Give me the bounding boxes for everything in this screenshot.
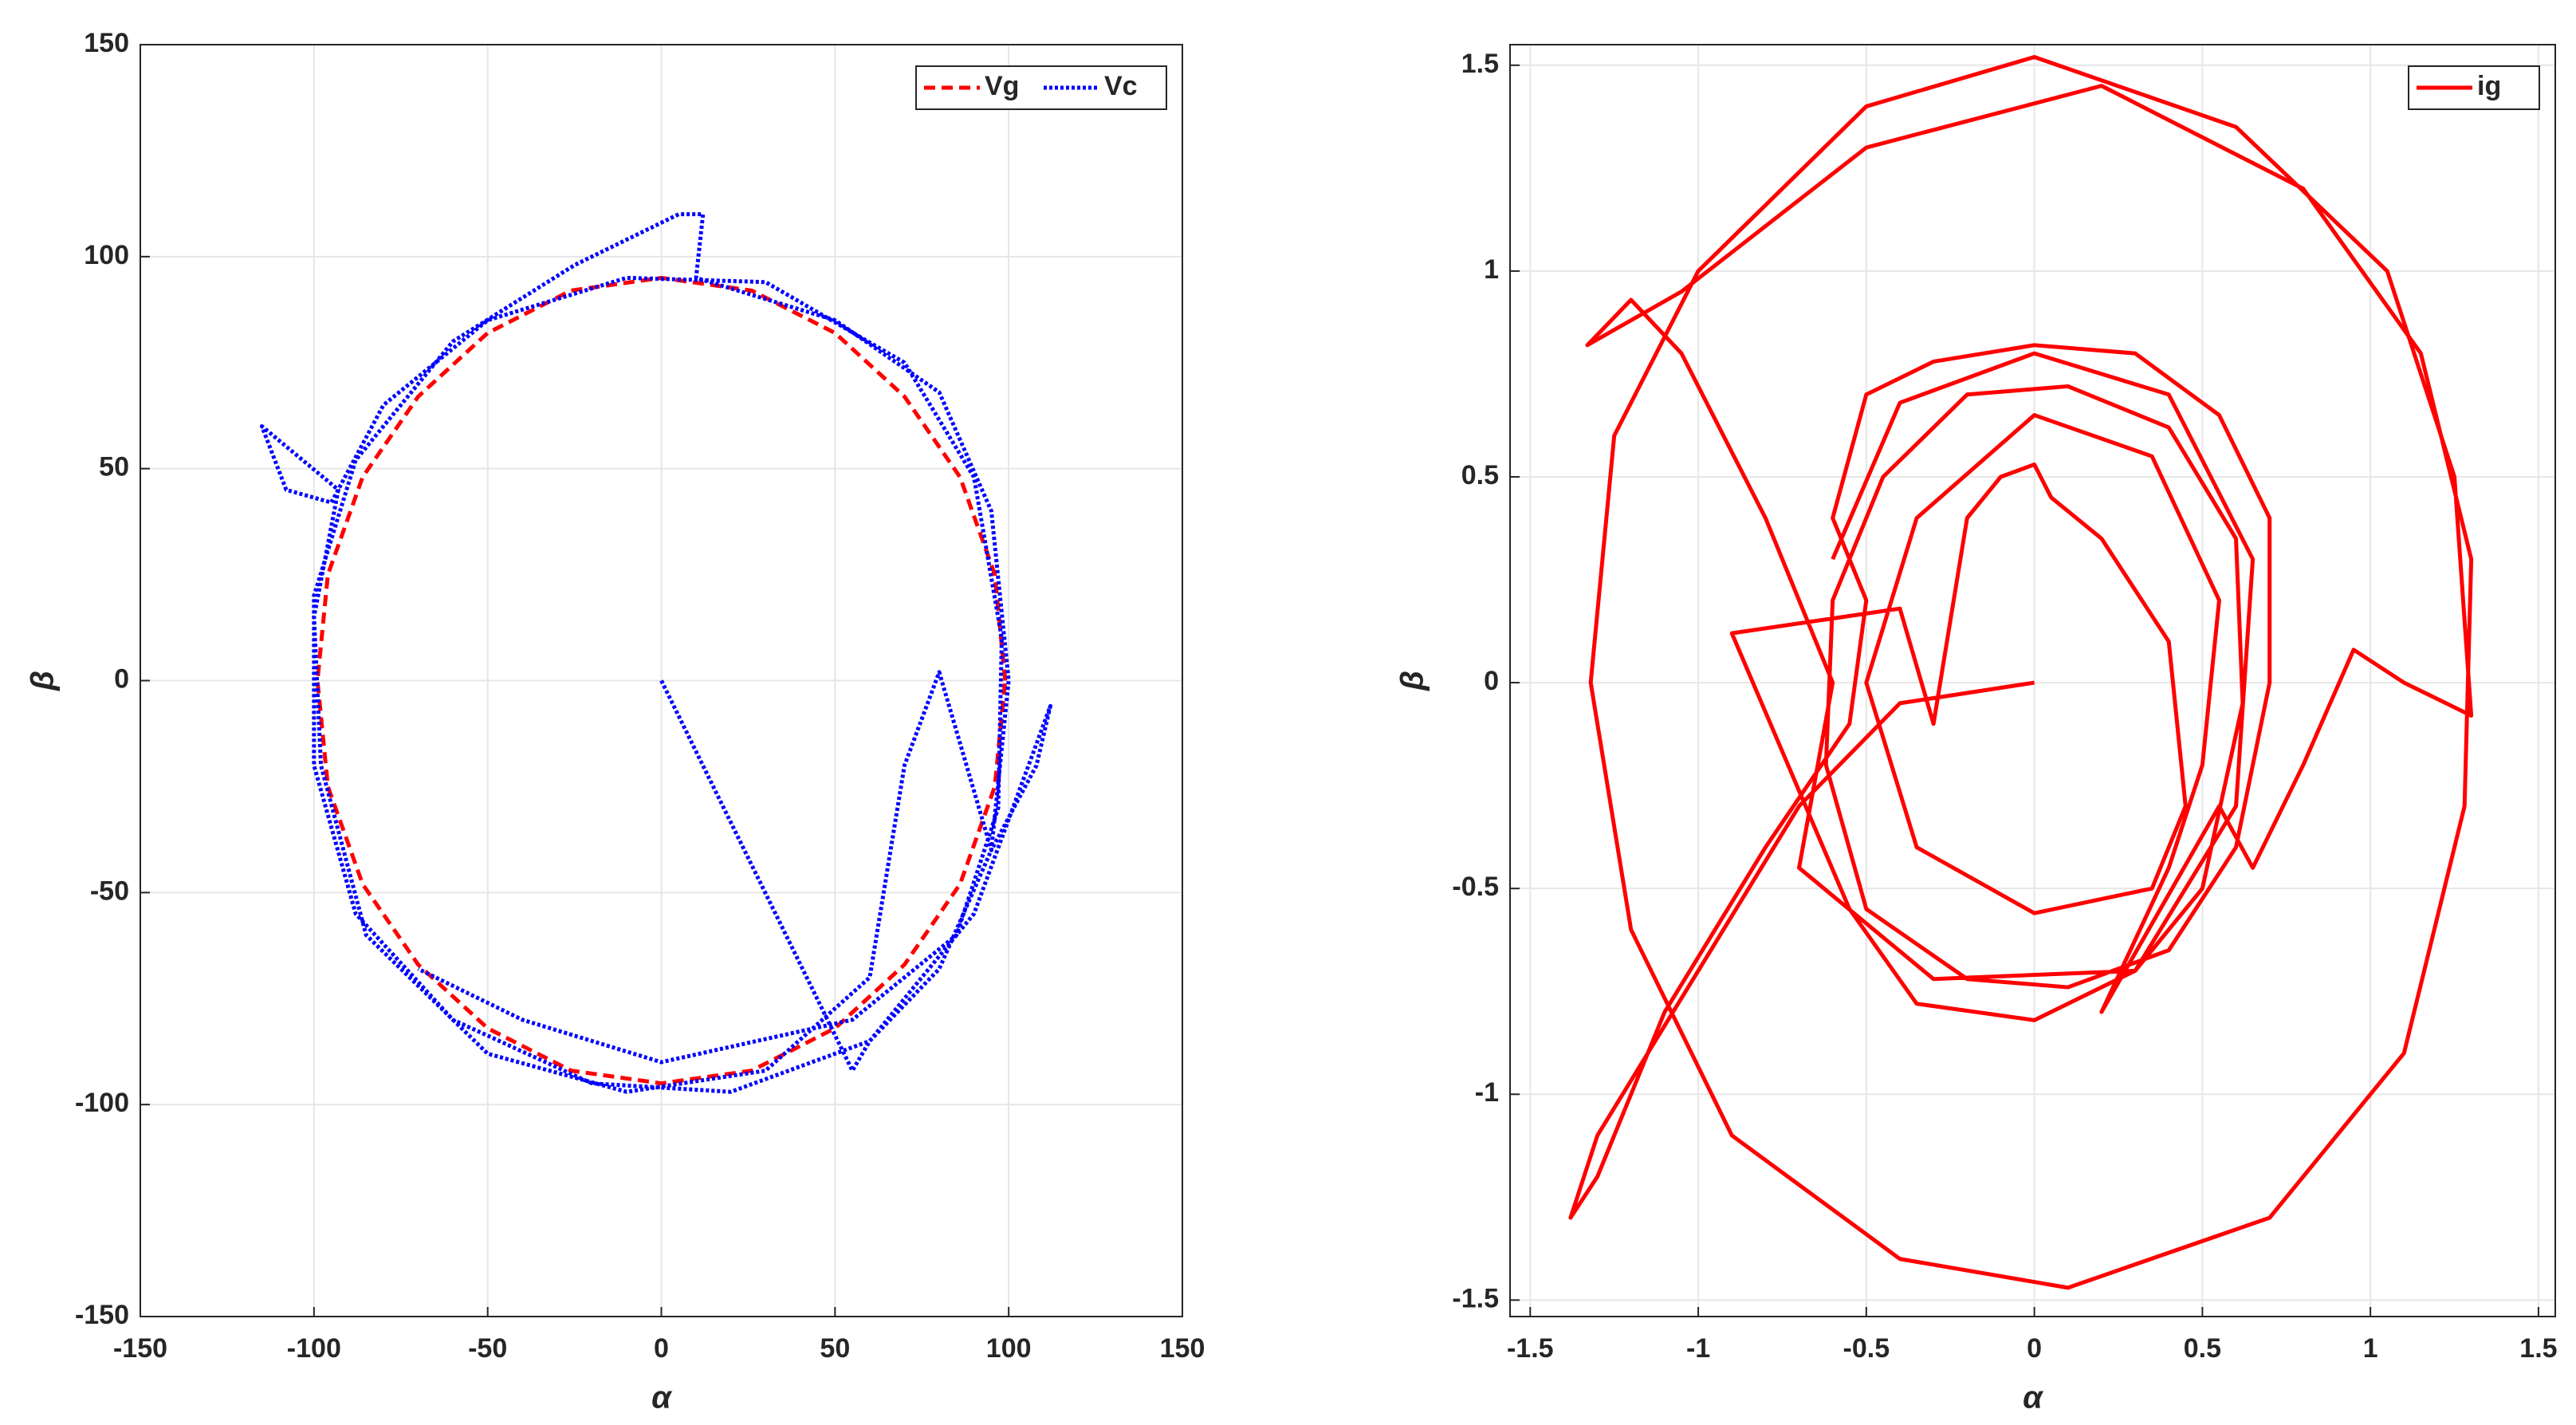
y-tick-label: -0.5: [1452, 872, 1499, 902]
y-tick-label: -1: [1475, 1077, 1499, 1108]
y-tick-label: 100: [84, 240, 129, 270]
y-tick-label: -100: [75, 1088, 129, 1118]
legend: Vg Vc: [915, 65, 1167, 110]
legend-label: ig: [2477, 71, 2501, 101]
y-tick-label: 1.5: [1461, 49, 1499, 79]
x-tick-label: 0: [654, 1333, 669, 1364]
y-tick-label: 0.5: [1461, 460, 1499, 490]
x-tick-label: -1.5: [1507, 1333, 1554, 1364]
y-tick-label: 50: [99, 452, 129, 482]
x-tick-label: 100: [986, 1333, 1032, 1364]
x-tick-label: 50: [820, 1333, 850, 1364]
plot: -150 -100 -50 0 50 100 150 -150 -100 -50 0 50 100 150…: [26, 28, 1205, 1415]
y-axis-label: β: [26, 671, 61, 691]
series-line: [259, 212, 1052, 1094]
x-tick-label: -100: [287, 1333, 341, 1364]
y-axis-label: β: [1395, 671, 1430, 691]
plot-area: [1510, 45, 2555, 1317]
frame: [1509, 44, 2556, 1317]
x-tick-label: -50: [468, 1333, 507, 1364]
y-tick-label: 1: [1484, 254, 1499, 285]
x-tick-label: -150: [113, 1333, 167, 1364]
x-tick-label: -0.5: [1843, 1333, 1890, 1364]
x-tick-label: -1: [1686, 1333, 1710, 1364]
legend: ig: [2408, 65, 2540, 110]
series-line: [1568, 54, 2474, 1290]
legend-label: Vg: [985, 71, 1019, 101]
y-tick-label: -150: [75, 1300, 129, 1330]
y-tick-label: 150: [84, 28, 129, 58]
frame: [140, 44, 1183, 1317]
x-tick-label: 1.5: [2519, 1333, 2557, 1364]
x-axis-label: α: [2023, 1380, 2044, 1415]
x-axis-label: α: [651, 1380, 673, 1415]
legend-box: [915, 65, 1167, 110]
plot: -1.5 -1 -0.5 0 0.5 1 1.5 -1.5 -1 -0.5 0 0.5 1 1.5 α β ig: [1395, 44, 2558, 1415]
x-tick-label: 150: [1160, 1333, 1205, 1364]
y-tick-label: -50: [90, 876, 129, 906]
x-tick-label: 0: [2027, 1333, 2042, 1364]
legend-label: Vc: [1104, 71, 1138, 101]
x-tick-label: 1: [2363, 1333, 2378, 1364]
y-tick-label: 0: [1484, 666, 1499, 696]
x-tick-label: 0.5: [2184, 1333, 2221, 1364]
y-tick-label: 0: [114, 663, 129, 694]
y-tick-label: -1.5: [1452, 1283, 1499, 1313]
